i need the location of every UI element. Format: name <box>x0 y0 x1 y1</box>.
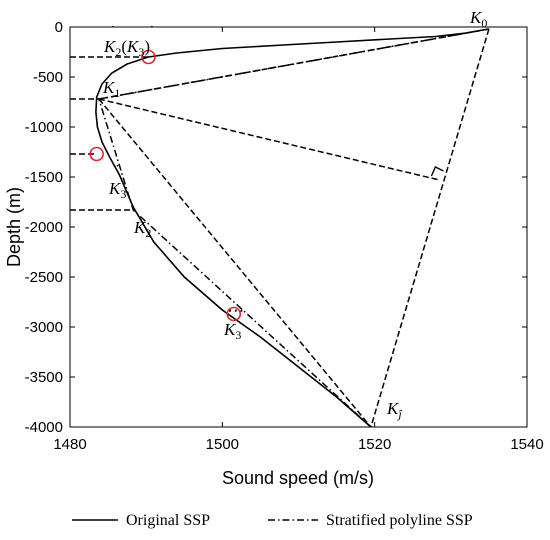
annotation-k1: K1 <box>102 78 120 100</box>
annotation-ddot-marks: ¨ <box>112 161 119 180</box>
annotation-k2-dot: K2(K3) <box>103 37 150 59</box>
annotation-dot-marks: ˙ <box>109 22 115 41</box>
annotation-k3-ddot: K3 <box>108 179 126 201</box>
y-tick-label-2: -1000 <box>25 119 63 136</box>
y-tick-label-0: 0 <box>55 19 63 36</box>
annotation-dot-marks-2: ˙ <box>148 22 154 41</box>
x-axis-title: Sound speed (m/s) <box>222 468 374 488</box>
annotation-k3-tddot: K3 <box>223 320 241 342</box>
construction-line-2 <box>98 98 372 428</box>
construction-line-0 <box>98 28 490 100</box>
plot-content <box>70 28 490 428</box>
x-tick-label-2: 1520 <box>358 436 391 453</box>
legend-label-stratified: Stratified polyline SSP <box>326 512 473 529</box>
x-tick-label-1: 1500 <box>206 436 239 453</box>
y-tick-label-3: -1500 <box>25 169 63 186</box>
construction-line-1 <box>98 98 440 181</box>
circled-point-2 <box>226 306 242 322</box>
y-tick-label-7: -3500 <box>25 369 63 386</box>
construction-line-3 <box>370 28 490 428</box>
circled-point-0 <box>141 49 156 65</box>
circled-point-1 <box>89 146 104 162</box>
y-axis-title: Depth (m) <box>4 187 24 267</box>
y-tick-label-8: -4000 <box>25 419 63 436</box>
y-tick-label-5: -2500 <box>25 269 63 286</box>
annotation-k0: K0 <box>469 8 487 30</box>
annotation-k2: K2 <box>133 218 151 240</box>
y-tick-label-1: -500 <box>33 69 63 86</box>
right-angle-marker <box>430 166 444 177</box>
y-tick-label-4: -2000 <box>25 219 63 236</box>
axis-ticks: 1480 1500 1520 1540 0 -500 -1000 -1500 -2000 -250… <box>25 19 544 453</box>
legend-label-original: Original SSP <box>126 512 210 529</box>
y-tick-label-6: -3000 <box>25 319 63 336</box>
annotation-tddot-marks: ⋯ <box>226 301 243 320</box>
legend: Original SSP Stratified polyline SSP <box>72 512 473 529</box>
series-line-original <box>95 29 483 428</box>
x-tick-label-0: 1480 <box>53 436 86 453</box>
annotation-kj: Kĵ <box>386 399 402 421</box>
x-tick-label-3: 1540 <box>510 436 543 453</box>
series-line-stratified <box>97 28 490 428</box>
